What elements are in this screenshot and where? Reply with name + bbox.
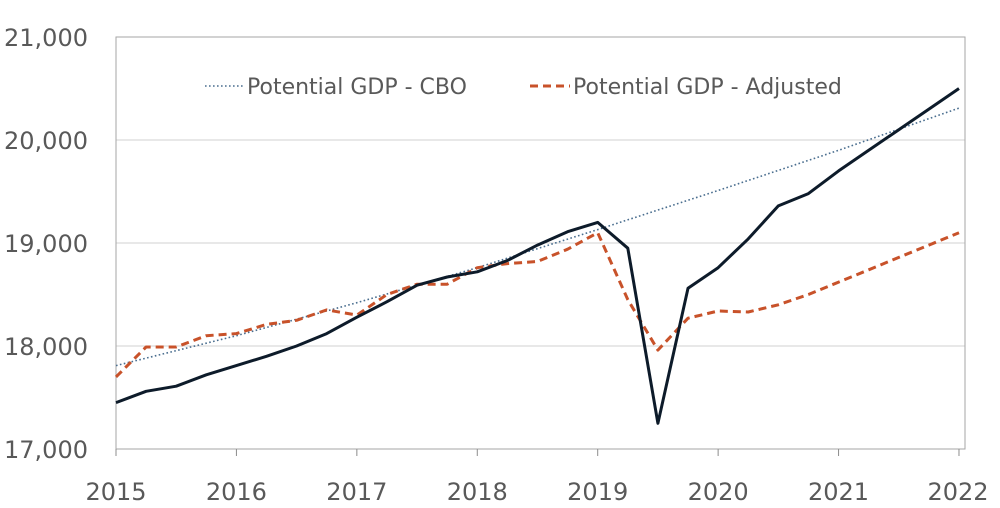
potential-gdp-adjusted-line	[114, 231, 960, 378]
x-tick-label: 2016	[206, 478, 267, 506]
legend-label-potential-gdp-cbo: Potential GDP - CBO	[247, 75, 467, 100]
y-tick-label: 19,000	[4, 230, 88, 258]
legend: Potential GDP - CBO Potential GDP - Adju…	[205, 75, 842, 100]
legend-label-potential-gdp-adjusted: Potential GDP - Adjusted	[573, 75, 842, 100]
y-tick-label: 20,000	[4, 127, 88, 155]
x-tick-label: 2018	[447, 478, 508, 506]
x-tick-label: 2022	[927, 478, 988, 506]
plot-area-frame	[115, 36, 966, 450]
x-tick-label: 2019	[567, 478, 628, 506]
x-tick-label: 2017	[326, 478, 387, 506]
x-tick-label: 2021	[808, 478, 869, 506]
y-tick-label: 18,000	[4, 333, 88, 361]
potential-gdp-cbo-line	[115, 107, 960, 367]
axis-ticks: 17,000 18,000 19,000 20,000 21,000 2015 2016 20…	[4, 24, 989, 506]
y-tick-label: 21,000	[4, 24, 88, 52]
x-tick-label: 2015	[85, 478, 146, 506]
gdp-actual-line	[115, 87, 960, 425]
series-lines	[114, 87, 960, 425]
y-tick-label: 17,000	[4, 436, 88, 464]
x-tick-label: 2020	[688, 478, 749, 506]
